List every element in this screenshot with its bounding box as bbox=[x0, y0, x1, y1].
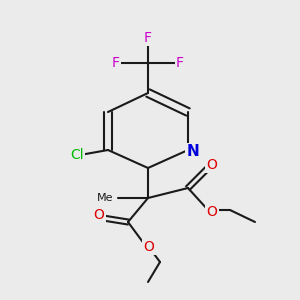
Text: O: O bbox=[144, 240, 154, 254]
Text: Cl: Cl bbox=[70, 148, 84, 162]
Text: F: F bbox=[176, 56, 184, 70]
Text: N: N bbox=[187, 145, 200, 160]
Text: O: O bbox=[94, 208, 104, 222]
Text: F: F bbox=[144, 31, 152, 45]
Text: Me: Me bbox=[97, 193, 113, 203]
Text: O: O bbox=[207, 158, 218, 172]
Text: O: O bbox=[207, 205, 218, 219]
Text: F: F bbox=[112, 56, 120, 70]
